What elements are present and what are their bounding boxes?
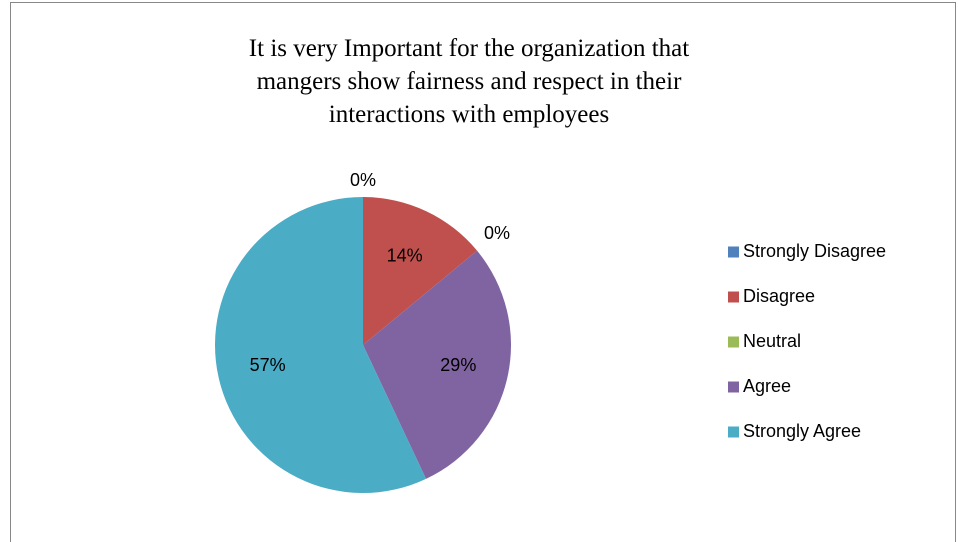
data-label: 0% — [350, 170, 376, 190]
data-label: 57% — [250, 355, 286, 375]
legend-swatch — [728, 381, 739, 393]
legend-label: Neutral — [743, 331, 801, 351]
legend-swatch — [728, 336, 739, 348]
legend-label: Strongly Agree — [743, 421, 861, 441]
pie-slice — [215, 197, 427, 494]
legend-label: Disagree — [743, 286, 815, 306]
legend-label: Strongly Disagree — [743, 241, 886, 261]
legend-swatch — [728, 426, 739, 438]
pie-slice — [363, 250, 511, 479]
legend-swatch — [728, 246, 739, 258]
legend-label: Agree — [743, 376, 791, 396]
data-label: 14% — [387, 245, 423, 265]
chart-border — [10, 2, 956, 542]
data-label: 0% — [484, 223, 510, 243]
pie-slice — [363, 197, 478, 345]
chart-title: It is very Important for the organizatio… — [248, 35, 690, 128]
legend-swatch — [728, 291, 739, 303]
data-label: 29% — [440, 355, 476, 375]
